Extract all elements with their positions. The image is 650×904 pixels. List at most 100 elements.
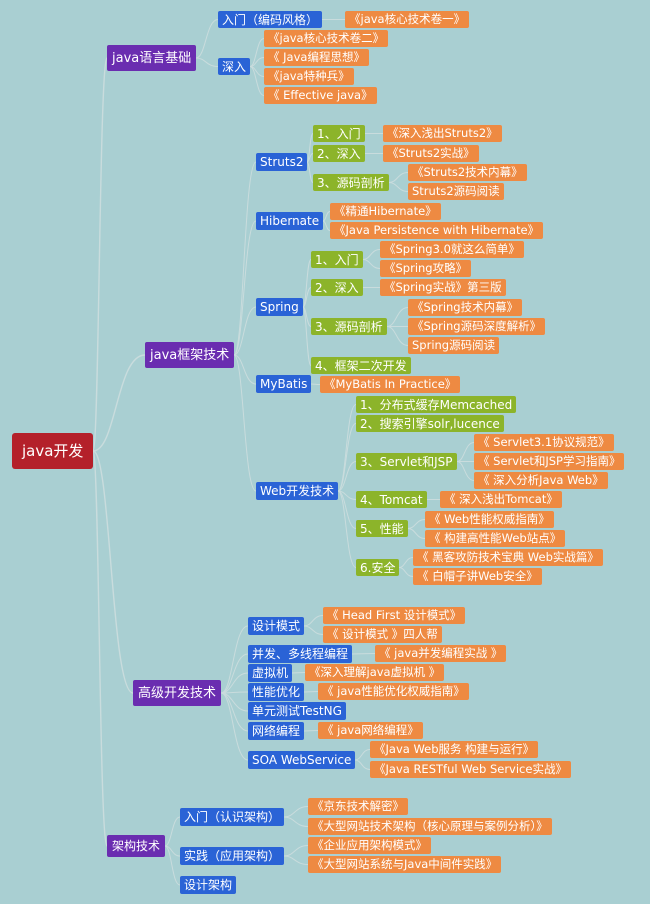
book-node[interactable]: 《Spring3.0就这么简单》 bbox=[380, 241, 524, 258]
connector-line bbox=[388, 182, 409, 192]
book-node[interactable]: 《 java并发编程实战 》 bbox=[375, 645, 507, 662]
book-node[interactable]: 《java核心技术卷二》 bbox=[264, 30, 389, 47]
book-node[interactable]: 《京东技术解密》 bbox=[308, 798, 408, 815]
subtopic-struts2-source[interactable]: 3、源码剖析 bbox=[313, 174, 389, 191]
book-node[interactable]: 《精通Hibernate》 bbox=[330, 203, 441, 220]
connector-line bbox=[303, 691, 319, 693]
topic-soa-webservice[interactable]: SOA WebService bbox=[248, 751, 356, 769]
connector-line bbox=[233, 354, 257, 492]
topic-unit-testing[interactable]: 单元测试TestNG bbox=[248, 702, 346, 720]
topic-arch-practice[interactable]: 实践（应用架构） bbox=[180, 847, 285, 865]
book-node[interactable]: 《 Servlet和JSP学习指南》 bbox=[474, 453, 625, 470]
branch-architecture[interactable]: 架构技术 bbox=[107, 835, 166, 857]
book-node[interactable]: 《Struts2实战》 bbox=[383, 145, 479, 162]
book-node[interactable]: 《Spring源码深度解析》 bbox=[408, 318, 546, 335]
connector-line bbox=[291, 672, 306, 674]
connector-line bbox=[283, 806, 309, 818]
book-node[interactable]: 《深入理解java虚拟机 》 bbox=[305, 664, 445, 681]
connector-line bbox=[322, 220, 331, 231]
book-node[interactable]: 《MyBatis In Practice》 bbox=[320, 376, 461, 393]
book-node[interactable]: 《 深入浅出Tomcat》 bbox=[440, 491, 562, 508]
topic-intro-coding-style[interactable]: 入门（编码风格） bbox=[218, 11, 323, 28]
subtopic-struts2-advanced[interactable]: 2、深入 bbox=[313, 145, 365, 162]
connector-line bbox=[92, 57, 108, 452]
book-node[interactable]: 《大型网站技术架构（核心原理与案例分析）》 bbox=[308, 818, 552, 835]
subtopic-spring-extension[interactable]: 4、框架二次开发 bbox=[311, 357, 411, 374]
book-node[interactable]: 《 构建高性能Web站点》 bbox=[425, 530, 566, 547]
book-node[interactable]: 《Spring实战》第三版 bbox=[380, 279, 506, 296]
connector-line bbox=[220, 692, 249, 732]
connector-line bbox=[233, 161, 257, 356]
topic-hibernate[interactable]: Hibernate bbox=[256, 212, 324, 230]
book-node[interactable]: 《Spring攻略》 bbox=[380, 260, 472, 277]
subtopic-tomcat[interactable]: 4、Tomcat bbox=[356, 491, 427, 508]
book-node[interactable]: Spring源码阅读 bbox=[408, 337, 500, 354]
topic-network-programming[interactable]: 网络编程 bbox=[248, 722, 305, 740]
branch-java-basics[interactable]: java语言基础 bbox=[107, 45, 197, 71]
book-node[interactable]: 《大型网站系统与Java中间件实践》 bbox=[308, 856, 502, 873]
book-node[interactable]: 《Java RESTful Web Service实战》 bbox=[370, 761, 571, 778]
connector-line bbox=[322, 211, 331, 222]
book-node[interactable]: 《 java网络编程》 bbox=[318, 722, 423, 739]
connector-line bbox=[354, 749, 371, 761]
subtopic-spring-intro[interactable]: 1、入门 bbox=[311, 251, 363, 268]
book-node[interactable]: 《 Java编程思想》 bbox=[264, 49, 369, 66]
connector-line bbox=[220, 653, 249, 694]
subtopic-performance[interactable]: 5、性能 bbox=[356, 520, 408, 537]
connector-line bbox=[362, 249, 381, 260]
subtopic-security[interactable]: 6.安全 bbox=[356, 559, 400, 576]
branch-java-frameworks[interactable]: java框架技术 bbox=[145, 342, 235, 368]
topic-performance-tuning[interactable]: 性能优化 bbox=[248, 683, 305, 701]
book-node[interactable]: 《 黑客攻防技术宝典 Web实战篇》 bbox=[413, 549, 603, 566]
connector-line bbox=[337, 404, 357, 492]
book-node[interactable]: 《java核心技术卷一》 bbox=[345, 11, 470, 28]
topic-arch-intro[interactable]: 入门（认识架构） bbox=[180, 808, 285, 826]
branch-advanced-dev[interactable]: 高级开发技术 bbox=[133, 680, 222, 706]
connector-line bbox=[249, 66, 265, 96]
book-node[interactable]: 《 Head First 设计模式》 bbox=[323, 607, 466, 624]
book-node[interactable]: Struts2源码阅读 bbox=[408, 183, 504, 200]
connector-line bbox=[351, 653, 376, 655]
book-node[interactable]: 《深入浅出Struts2》 bbox=[383, 125, 502, 142]
subtopic-spring-source[interactable]: 3、源码剖析 bbox=[311, 318, 387, 335]
connector-line bbox=[283, 816, 309, 827]
book-node[interactable]: 《Spring技术内幕》 bbox=[408, 299, 523, 316]
topic-web-dev[interactable]: Web开发技术 bbox=[256, 482, 339, 500]
connector-line bbox=[362, 259, 381, 269]
connector-line bbox=[386, 307, 409, 327]
topic-jvm[interactable]: 虚拟机 bbox=[248, 664, 293, 682]
book-node[interactable]: 《 Effective java》 bbox=[264, 87, 377, 104]
subtopic-memcached[interactable]: 1、分布式缓存Memcached bbox=[356, 396, 517, 413]
book-node[interactable]: 《 设计模式 》四人帮 bbox=[323, 626, 442, 643]
book-node[interactable]: 《Java Web服务 构建与运行》 bbox=[370, 741, 539, 758]
root-node[interactable]: java开发 bbox=[12, 433, 94, 469]
book-node[interactable]: 《 Servlet3.1协议规范》 bbox=[474, 434, 614, 451]
connector-line bbox=[398, 557, 414, 568]
connector-line bbox=[303, 615, 324, 627]
topic-arch-design[interactable]: 设计架构 bbox=[180, 876, 237, 894]
topic-struts2[interactable]: Struts2 bbox=[256, 153, 308, 171]
connector-line bbox=[164, 816, 181, 847]
topic-design-patterns[interactable]: 设计模式 bbox=[248, 617, 305, 635]
book-node[interactable]: 《 Web性能权威指南》 bbox=[425, 511, 554, 528]
connector-line bbox=[306, 161, 314, 183]
book-node[interactable]: 《 白帽子讲Web安全》 bbox=[413, 568, 542, 585]
book-node[interactable]: 《 深入分析Java Web》 bbox=[474, 472, 608, 489]
subtopic-servlet-jsp[interactable]: 3、Servlet和JSP bbox=[356, 453, 457, 470]
book-node[interactable]: 《企业应用架构模式》 bbox=[308, 837, 431, 854]
connector-line bbox=[456, 461, 475, 481]
connector-line bbox=[220, 625, 249, 694]
book-node[interactable]: 《java特种兵》 bbox=[264, 68, 354, 85]
subtopic-spring-advanced[interactable]: 2、深入 bbox=[311, 279, 363, 296]
book-node[interactable]: 《 java性能优化权威指南》 bbox=[318, 683, 469, 700]
topic-advanced[interactable]: 深入 bbox=[218, 58, 251, 75]
connector-line bbox=[337, 423, 357, 492]
topic-mybatis[interactable]: MyBatis bbox=[256, 375, 312, 393]
topic-spring[interactable]: Spring bbox=[256, 298, 303, 316]
subtopic-search[interactable]: 2、搜索引擎solr,lucence bbox=[356, 415, 504, 432]
subtopic-struts2-intro[interactable]: 1、入门 bbox=[313, 125, 365, 142]
topic-concurrency[interactable]: 并发、多线程编程 bbox=[248, 645, 353, 663]
book-node[interactable]: 《Struts2技术内幕》 bbox=[408, 164, 527, 181]
book-node[interactable]: 《Java Persistence with Hibernate》 bbox=[330, 222, 544, 239]
